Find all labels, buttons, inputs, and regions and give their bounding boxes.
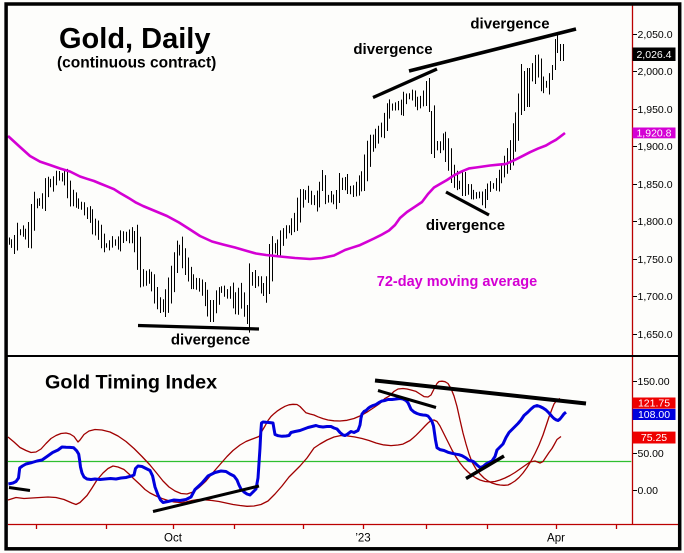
- svg-text:1,650.0: 1,650.0: [638, 329, 673, 341]
- svg-text:150.00: 150.00: [638, 376, 670, 388]
- svg-text:72-day moving average: 72-day moving average: [377, 274, 537, 290]
- svg-text:1,750.0: 1,750.0: [638, 254, 673, 266]
- svg-text:Gold Timing Index: Gold Timing Index: [45, 372, 217, 394]
- svg-text:2,000.0: 2,000.0: [638, 66, 673, 78]
- svg-text:2,026.4: 2,026.4: [636, 49, 671, 61]
- svg-text:75.25: 75.25: [641, 432, 667, 444]
- svg-text:divergence: divergence: [171, 332, 250, 349]
- svg-text:108.00: 108.00: [638, 409, 670, 421]
- svg-text:divergence: divergence: [470, 16, 549, 33]
- svg-text:’23: ’23: [355, 533, 370, 545]
- svg-text:Apr: Apr: [547, 533, 565, 545]
- svg-text:Gold, Daily: Gold, Daily: [59, 23, 210, 55]
- svg-text:(continuous contract): (continuous contract): [57, 55, 216, 72]
- svg-text:0.00: 0.00: [638, 485, 659, 497]
- svg-text:Oct: Oct: [164, 533, 183, 545]
- svg-text:121.75: 121.75: [638, 398, 670, 410]
- svg-text:1,800.0: 1,800.0: [638, 216, 673, 228]
- svg-text:1,900.0: 1,900.0: [638, 141, 673, 153]
- svg-text:divergence: divergence: [426, 217, 505, 234]
- svg-text:1,950.0: 1,950.0: [638, 104, 673, 116]
- svg-text:50.00: 50.00: [638, 448, 664, 460]
- svg-text:2,050.0: 2,050.0: [638, 29, 673, 41]
- svg-text:divergence: divergence: [353, 41, 432, 58]
- svg-text:1,850.0: 1,850.0: [638, 179, 673, 191]
- svg-text:1,700.0: 1,700.0: [638, 291, 673, 303]
- svg-text:1,920.8: 1,920.8: [636, 127, 671, 139]
